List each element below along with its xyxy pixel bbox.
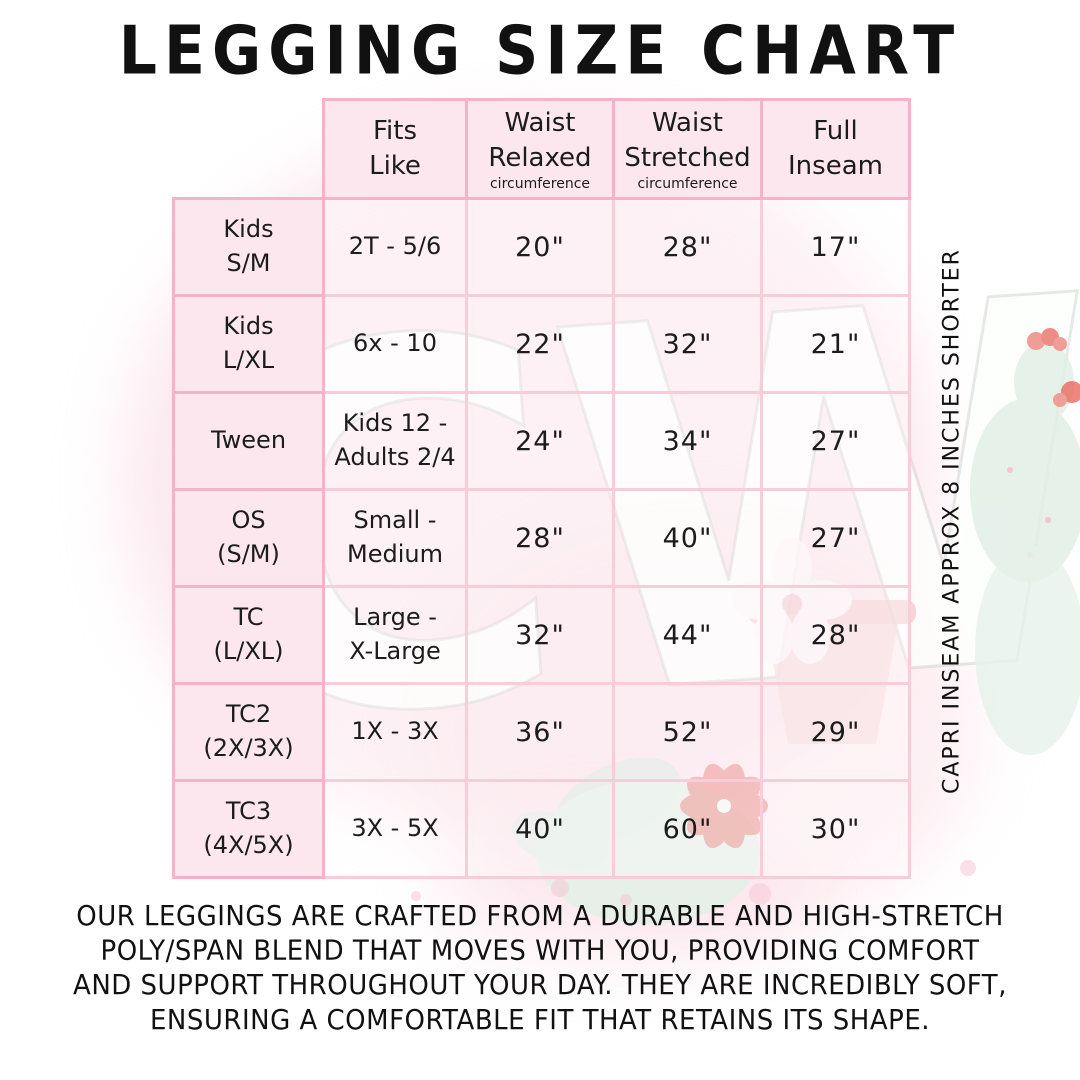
fits-like-cell: 6x - 10 [322,294,468,394]
fits-like-cell: Large - X-Large [322,585,468,685]
full-inseam-cell: 17" [760,197,911,297]
col-header-sublabel: circumference [637,175,738,192]
fits-like-cell: Kids 12 - Adults 2/4 [322,391,468,491]
col-header-label: Full Inseam [788,115,883,181]
table-row: Tween Kids 12 - Adults 2/4 24" 34" 27" [172,391,911,491]
product-description: OUR LEGGINGS ARE CRAFTED FROM A DURABLE … [73,900,1007,1037]
table-row: Kids L/XL 6x - 10 22" 32" 21" [172,294,911,394]
row-label: Kids L/XL [172,294,325,394]
size-table: Fits Like Waist Relaxed circumference Wa… [172,98,911,879]
table-row: TC3 (4X/5X) 3X - 5X 40" 60" 30" [172,779,911,879]
col-header-label: Waist Stretched [624,107,751,173]
cactus-icon [970,328,1080,582]
fits-like-cell: Small - Medium [322,488,468,588]
fits-like-cell: 3X - 5X [322,779,468,879]
col-header-label: Waist Relaxed [488,107,592,173]
full-inseam-cell: 30" [760,779,911,879]
full-inseam-cell: 28" [760,585,911,685]
row-label: TC2 (2X/3X) [172,682,325,782]
small-flower-icon [1053,381,1080,407]
col-header-sublabel: circumference [489,175,591,192]
table-row: TC (L/XL) Large - X-Large 32" 44" 28" [172,585,911,685]
waist-relaxed-cell: 32" [465,585,615,685]
waist-relaxed-cell: 28" [465,488,615,588]
waist-relaxed-cell: 22" [465,294,615,394]
full-inseam-cell: 27" [760,391,911,491]
table-row: TC2 (2X/3X) 1X - 3X 36" 52" 29" [172,682,911,782]
row-label: TC3 (4X/5X) [172,779,325,879]
col-header-fits-like: Fits Like [322,98,468,200]
waist-stretched-cell: 52" [612,682,763,782]
waist-relaxed-cell: 36" [465,682,615,782]
waist-stretched-cell: 34" [612,391,763,491]
row-label: TC (L/XL) [172,585,325,685]
col-header-waist-relaxed: Waist Relaxed circumference [465,98,615,200]
fits-like-cell: 1X - 3X [322,682,468,782]
corner-spacer [174,100,324,199]
waist-stretched-cell: 40" [612,488,763,588]
table-row: Kids S/M 2T - 5/6 20" 28" 17" [172,197,911,297]
full-inseam-cell: 21" [760,294,911,394]
waist-stretched-cell: 44" [612,585,763,685]
table-row: OS (S/M) Small - Medium 28" 40" 27" [172,488,911,588]
waist-relaxed-cell: 24" [465,391,615,491]
page-title: LEGGING SIZE CHART [118,11,962,91]
header-row: Fits Like Waist Relaxed circumference Wa… [174,98,911,200]
fits-like-cell: 2T - 5/6 [322,197,468,297]
waist-relaxed-cell: 40" [465,779,615,879]
col-header-label: Fits Like [369,115,421,181]
full-inseam-cell: 27" [760,488,911,588]
row-label: OS (S/M) [172,488,325,588]
waist-stretched-cell: 28" [612,197,763,297]
col-header-waist-stretched: Waist Stretched circumference [612,98,763,200]
full-inseam-cell: 29" [760,682,911,782]
waist-relaxed-cell: 20" [465,197,615,297]
leaf-icon [975,545,1080,755]
col-header-full-inseam: Full Inseam [760,98,911,200]
capri-inseam-note: CAPRI INSEAM APPROX 8 INCHES SHORTER [939,248,965,794]
row-label: Kids S/M [172,197,325,297]
waist-stretched-cell: 32" [612,294,763,394]
waist-stretched-cell: 60" [612,779,763,879]
row-label: Tween [172,391,325,491]
